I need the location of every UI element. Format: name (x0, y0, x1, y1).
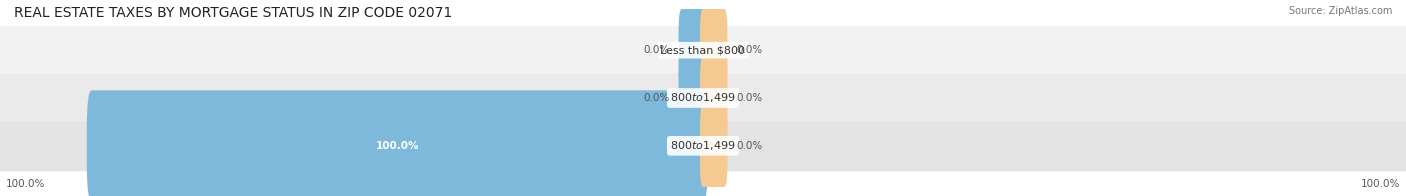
Text: 0.0%: 0.0% (737, 45, 763, 55)
Bar (0, 26, 1406, 74)
FancyBboxPatch shape (700, 57, 727, 139)
Text: $800 to $1,499: $800 to $1,499 (671, 92, 735, 104)
Text: 0.0%: 0.0% (737, 141, 763, 151)
FancyBboxPatch shape (87, 90, 707, 196)
Bar (0, 74, 1406, 122)
FancyBboxPatch shape (679, 9, 706, 91)
FancyBboxPatch shape (700, 105, 727, 187)
Bar (0, 122, 1406, 170)
Text: Less than $800: Less than $800 (661, 45, 745, 55)
Text: $800 to $1,499: $800 to $1,499 (671, 139, 735, 152)
Text: Source: ZipAtlas.com: Source: ZipAtlas.com (1288, 6, 1392, 16)
FancyBboxPatch shape (700, 9, 727, 91)
FancyBboxPatch shape (679, 57, 706, 139)
Text: 100.0%: 100.0% (375, 141, 419, 151)
Text: 100.0%: 100.0% (6, 179, 45, 189)
Text: 100.0%: 100.0% (1361, 179, 1400, 189)
Text: 0.0%: 0.0% (643, 45, 669, 55)
Text: 0.0%: 0.0% (737, 93, 763, 103)
Text: REAL ESTATE TAXES BY MORTGAGE STATUS IN ZIP CODE 02071: REAL ESTATE TAXES BY MORTGAGE STATUS IN … (14, 6, 453, 20)
Text: 0.0%: 0.0% (643, 93, 669, 103)
